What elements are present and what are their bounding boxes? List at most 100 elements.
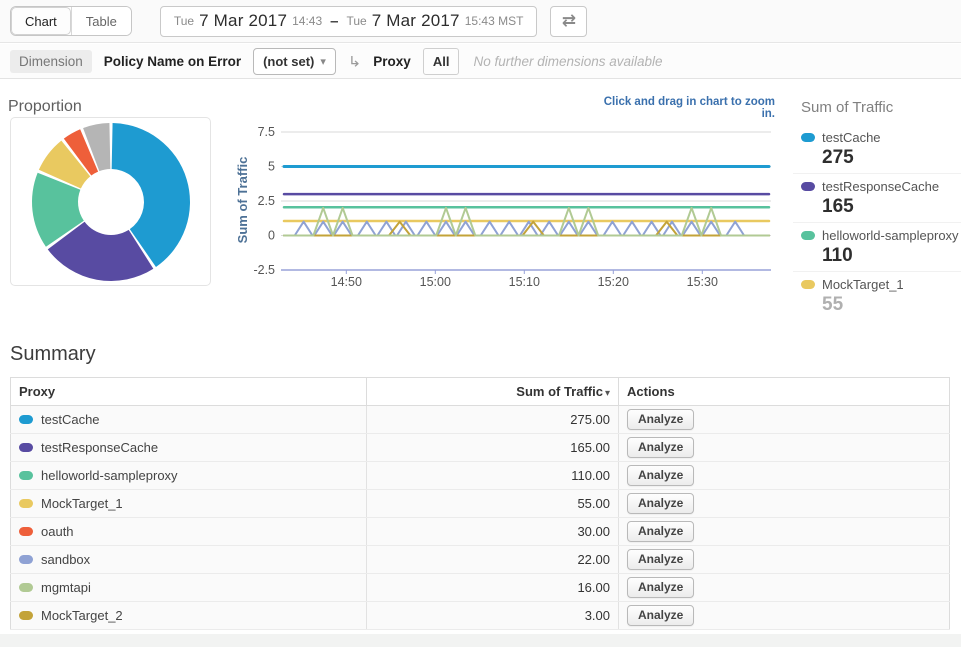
- analyze-button[interactable]: Analyze: [627, 605, 694, 626]
- x-tick-label: 15:00: [420, 275, 451, 289]
- proportion-donut-chart[interactable]: [11, 118, 210, 285]
- table-row-sandbox: sandbox 22.00 Analyze: [11, 546, 950, 574]
- dimension-value-dropdown[interactable]: (not set) ▾: [253, 48, 336, 75]
- start-day: Tue: [174, 14, 194, 28]
- chevron-down-icon: ▾: [320, 55, 326, 68]
- date-range-separator: –: [330, 13, 338, 30]
- legend-item-testCache[interactable]: testCache 275: [793, 125, 961, 174]
- proxy-color-swatch: [19, 611, 33, 620]
- table-row-MockTarget_1: MockTarget_1 55.00 Analyze: [11, 490, 950, 518]
- start-date: 7 Mar 2017: [199, 11, 287, 31]
- refresh-icon: ⇄: [562, 11, 576, 31]
- traffic-value: 110.00: [367, 462, 619, 490]
- proxy-color-swatch: [19, 527, 33, 536]
- y-tick-label: 2.5: [258, 194, 275, 208]
- column-header-sum-of-traffic[interactable]: Sum of Traffic▾: [367, 378, 619, 406]
- analytics-dashboard: Chart Table Tue 7 Mar 2017 14:43 – Tue 7…: [0, 0, 961, 647]
- legend-series-value: 55: [822, 294, 961, 316]
- proxy-color-swatch: [19, 443, 33, 452]
- table-row-oauth: oauth 30.00 Analyze: [11, 518, 950, 546]
- x-tick-label: 14:50: [331, 275, 362, 289]
- legend-item-MockTarget_1[interactable]: MockTarget_1 55: [793, 272, 961, 320]
- traffic-value: 275.00: [367, 406, 619, 434]
- legend-series-name: testResponseCache: [822, 179, 939, 194]
- summary-header-row: Proxy Sum of Traffic▾ Actions: [11, 378, 950, 406]
- proxy-color-swatch: [19, 555, 33, 564]
- analyze-button[interactable]: Analyze: [627, 549, 694, 570]
- y-tick-label: -2.5: [253, 263, 275, 277]
- traffic-value: 165.00: [367, 434, 619, 462]
- proxy-filter-all-button[interactable]: All: [423, 48, 460, 75]
- legend-item-testResponseCache[interactable]: testResponseCache 165: [793, 174, 961, 223]
- traffic-value: 55.00: [367, 490, 619, 518]
- legend-item-helloworld-sampleproxy[interactable]: helloworld-sampleproxy110: [793, 223, 961, 272]
- y-axis-title: Sum of Traffic: [235, 157, 250, 244]
- dimension-label: Dimension: [10, 50, 92, 73]
- dimension-bar: Dimension Policy Name on Error (not set)…: [0, 44, 961, 79]
- proxy-name: helloworld-sampleproxy: [41, 468, 178, 483]
- legend-series-name: helloworld-sampleproxy: [822, 228, 959, 243]
- proxy-name: testCache: [41, 412, 100, 427]
- legend-item-list: testCache 275 testResponseCache 165 hellowor…: [793, 125, 961, 320]
- proxy-color-swatch: [19, 415, 33, 424]
- table-row-mgmtapi: mgmtapi16.00Analyze: [11, 574, 950, 602]
- table-row-helloworld-sampleproxy: helloworld-sampleproxy 110.00 Analyze: [11, 462, 950, 490]
- traffic-value: 30.00: [367, 518, 619, 546]
- series-color-swatch: [801, 231, 815, 240]
- end-date: 7 Mar 2017: [372, 11, 460, 31]
- series-color-swatch: [801, 133, 815, 142]
- traffic-value: 22.00: [367, 546, 619, 574]
- chart-view-button[interactable]: Chart: [11, 7, 71, 35]
- analyze-button[interactable]: Analyze: [627, 493, 694, 514]
- column-header-actions: Actions: [619, 378, 950, 406]
- proportion-donut-panel: [10, 117, 211, 286]
- traffic-value: 3.00: [367, 602, 619, 630]
- summary-table: Proxy Sum of Traffic▾ Actions testCache 2…: [10, 377, 950, 630]
- date-range-picker[interactable]: Tue 7 Mar 2017 14:43 – Tue 7 Mar 2017 15…: [160, 6, 538, 37]
- proxy-dimension-label: Proxy: [373, 54, 411, 69]
- traffic-value: 16.00: [367, 574, 619, 602]
- analyze-button[interactable]: Analyze: [627, 409, 694, 430]
- y-tick-label: 5: [268, 160, 275, 174]
- end-time: 15:43 MST: [465, 14, 524, 28]
- end-day: Tue: [346, 14, 366, 28]
- analyze-button[interactable]: Analyze: [627, 577, 694, 598]
- series-color-swatch: [801, 280, 815, 289]
- refresh-button[interactable]: ⇄: [550, 6, 587, 37]
- no-dimensions-note: No further dimensions available: [473, 54, 662, 69]
- table-row-testResponseCache: testResponseCache165.00Analyze: [11, 434, 950, 462]
- proportion-title: Proportion: [8, 98, 82, 116]
- x-tick-label: 15:10: [509, 275, 540, 289]
- table-view-button[interactable]: Table: [71, 7, 131, 35]
- legend-series-value: 275: [822, 147, 961, 169]
- footer-strip: [0, 634, 961, 647]
- proxy-name: oauth: [41, 524, 74, 539]
- drilldown-arrow-icon: ↳: [348, 52, 361, 69]
- y-tick-label: 0: [268, 229, 275, 243]
- table-row-MockTarget_2: MockTarget_2 3.00 Analyze: [11, 602, 950, 630]
- y-tick-label: 7.5: [258, 125, 275, 139]
- top-toolbar: Chart Table Tue 7 Mar 2017 14:43 – Tue 7…: [0, 0, 961, 43]
- proxy-color-swatch: [19, 471, 33, 480]
- proxy-name: MockTarget_1: [41, 496, 123, 511]
- summary-title: Summary: [10, 343, 96, 366]
- view-toggle: Chart Table: [10, 6, 132, 36]
- series-color-swatch: [801, 182, 815, 191]
- x-tick-label: 15:30: [687, 275, 718, 289]
- proxy-name: sandbox: [41, 552, 90, 567]
- analyze-button[interactable]: Analyze: [627, 521, 694, 542]
- proxy-color-swatch: [19, 499, 33, 508]
- analyze-button[interactable]: Analyze: [627, 465, 694, 486]
- legend-series-name: MockTarget_1: [822, 277, 904, 292]
- chart-legend: Sum of Traffic testCache 275 testResponseC…: [793, 95, 961, 320]
- legend-title: Sum of Traffic: [793, 95, 961, 125]
- traffic-line-chart[interactable]: 7.552.50-2.514:5015:0015:1015:2015:30Sum…: [233, 112, 778, 300]
- sort-desc-icon: ▾: [605, 388, 610, 399]
- proxy-name: MockTarget_2: [41, 608, 123, 623]
- analyze-button[interactable]: Analyze: [627, 437, 694, 458]
- legend-series-name: testCache: [822, 130, 881, 145]
- start-time: 14:43: [292, 14, 322, 28]
- proxy-color-swatch: [19, 583, 33, 592]
- legend-series-value: 165: [822, 196, 961, 218]
- column-header-proxy[interactable]: Proxy: [11, 378, 367, 406]
